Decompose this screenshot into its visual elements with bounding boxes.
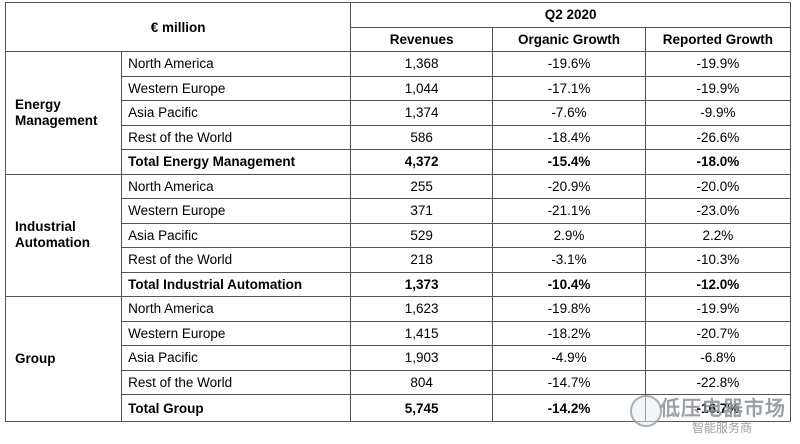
revenues-cell: 371 [350, 198, 494, 224]
segment-name-line1: Group [15, 351, 56, 366]
table-row: Industrial Automation North America 255 -20.… [4, 173, 792, 297]
organic-growth-cell: -19.6% [492, 51, 646, 77]
total-row: Total Energy Management 4,372 -15.4% -18.0% [6, 149, 792, 175]
total-organic-growth-cell: -14.2% [492, 394, 646, 422]
revenues-cell: 1,374 [350, 100, 494, 126]
reported-growth-cell: -19.9% [644, 75, 792, 101]
region-cell: Rest of the World [121, 124, 352, 150]
unit-label-header: € million [4, 2, 352, 52]
reported-growth-cell: -26.6% [644, 124, 792, 150]
revenues-cell: 586 [350, 124, 494, 150]
organic-growth-cell: -3.1% [492, 247, 646, 273]
revenues-cell: 218 [350, 247, 494, 273]
organic-growth-cell: -7.6% [492, 100, 646, 126]
reported-growth-cell: -9.9% [644, 100, 792, 126]
table-row: Group North America 1,623 -19.8% -19.9% [4, 296, 792, 422]
revenue-table: € million Q2 2020 Revenues Organic Growt… [4, 2, 792, 422]
reported-growth-cell: -22.8% [644, 369, 792, 395]
total-label-cell: Total Industrial Automation [121, 271, 352, 297]
organic-growth-column-header: Organic Growth [492, 26, 646, 52]
region-cell: Asia Pacific [121, 345, 352, 371]
total-row: Total Group 5,745 -14.2% -16.7% [6, 394, 792, 422]
revenues-cell: 1,623 [350, 296, 494, 322]
total-revenues-cell: 1,373 [350, 271, 494, 297]
revenues-cell: 1,044 [350, 75, 494, 101]
region-cell: North America [121, 296, 352, 322]
revenue-table-container: € million Q2 2020 Revenues Organic Growt… [4, 2, 792, 422]
total-organic-growth-cell: -10.4% [492, 271, 646, 297]
region-cell: Western Europe [121, 198, 352, 224]
total-reported-growth-cell: -16.7% [644, 394, 792, 422]
reported-growth-cell: -10.3% [644, 247, 792, 273]
reported-growth-cell: -20.0% [644, 173, 792, 199]
total-label-cell: Total Group [121, 394, 352, 422]
segment-name: Energy Management [4, 51, 123, 175]
reported-growth-cell: -6.8% [644, 345, 792, 371]
reported-growth-cell: 2.2% [644, 222, 792, 248]
reported-growth-cell: -19.9% [644, 296, 792, 322]
region-cell: Asia Pacific [121, 100, 352, 126]
watermark-subtitle: 智能服务商 [692, 421, 753, 435]
region-cell: North America [121, 51, 352, 77]
segment-name-line1: Industrial [15, 219, 76, 235]
organic-growth-cell: -20.9% [492, 173, 646, 199]
watermark: 低压电器市场 智能服务商 [612, 385, 797, 440]
revenues-cell: 804 [350, 369, 494, 395]
total-reported-growth-cell: -18.0% [644, 149, 792, 175]
revenues-column-header: Revenues [350, 26, 494, 52]
wechat-logo-icon [630, 395, 662, 427]
region-cell: Western Europe [121, 75, 352, 101]
total-row: Total Industrial Automation 1,373 -10.4% -1… [6, 271, 792, 297]
table-row: Western Europe 1,044 -17.1% -19.9% [6, 75, 792, 101]
region-cell: Rest of the World [121, 247, 352, 273]
table-row: Rest of the World 218 -3.1% -10.3% [6, 247, 792, 273]
table-row: Western Europe 371 -21.1% -23.0% [6, 198, 792, 224]
segment-name: Group [4, 296, 123, 422]
revenues-cell: 1,415 [350, 320, 494, 346]
organic-growth-cell: -18.2% [492, 320, 646, 346]
watermark-title: 低压电器市场 [660, 396, 786, 420]
region-cell: Asia Pacific [121, 222, 352, 248]
region-cell: Rest of the World [121, 369, 352, 395]
organic-growth-cell: -18.4% [492, 124, 646, 150]
total-revenues-cell: 4,372 [350, 149, 494, 175]
table-row: Asia Pacific 1,374 -7.6% -9.9% [6, 100, 792, 126]
revenues-cell: 1,368 [350, 51, 494, 77]
table-body: Energy Management North America 1,368 -19.6%… [4, 51, 792, 422]
table-row: Rest of the World 586 -18.4% -26.6% [6, 124, 792, 150]
organic-growth-cell: -4.9% [492, 345, 646, 371]
total-revenues-cell: 5,745 [350, 394, 494, 422]
revenues-cell: 255 [350, 173, 494, 199]
organic-growth-cell: -17.1% [492, 75, 646, 101]
revenues-cell: 1,903 [350, 345, 494, 371]
reported-growth-cell: -19.9% [644, 51, 792, 77]
region-cell: North America [121, 173, 352, 199]
table-row: Energy Management North America 1,368 -19.6%… [4, 51, 792, 175]
segment-name-line2: Automation [15, 235, 90, 251]
total-label-cell: Total Energy Management [121, 149, 352, 175]
period-header: Q2 2020 [350, 2, 791, 28]
segment-name: Industrial Automation [4, 173, 123, 297]
table-row: Asia Pacific 1,903 -4.9% -6.8% [6, 345, 792, 371]
total-reported-growth-cell: -12.0% [644, 271, 792, 297]
table-row: Western Europe 1,415 -18.2% -20.7% [6, 320, 792, 346]
table-row: Asia Pacific 529 2.9% 2.2% [6, 222, 792, 248]
segment-name-line2: Management [15, 112, 98, 128]
organic-growth-cell: 2.9% [492, 222, 646, 248]
reported-growth-cell: -23.0% [644, 198, 792, 224]
reported-growth-cell: -20.7% [644, 320, 792, 346]
table-row: Rest of the World 804 -14.7% -22.8% [6, 369, 792, 395]
total-organic-growth-cell: -15.4% [492, 149, 646, 175]
segment-name-line1: Energy [15, 96, 61, 112]
revenues-cell: 529 [350, 222, 494, 248]
reported-growth-column-header: Reported Growth [644, 26, 792, 52]
organic-growth-cell: -21.1% [492, 198, 646, 224]
region-cell: Western Europe [121, 320, 352, 346]
organic-growth-cell: -19.8% [492, 296, 646, 322]
